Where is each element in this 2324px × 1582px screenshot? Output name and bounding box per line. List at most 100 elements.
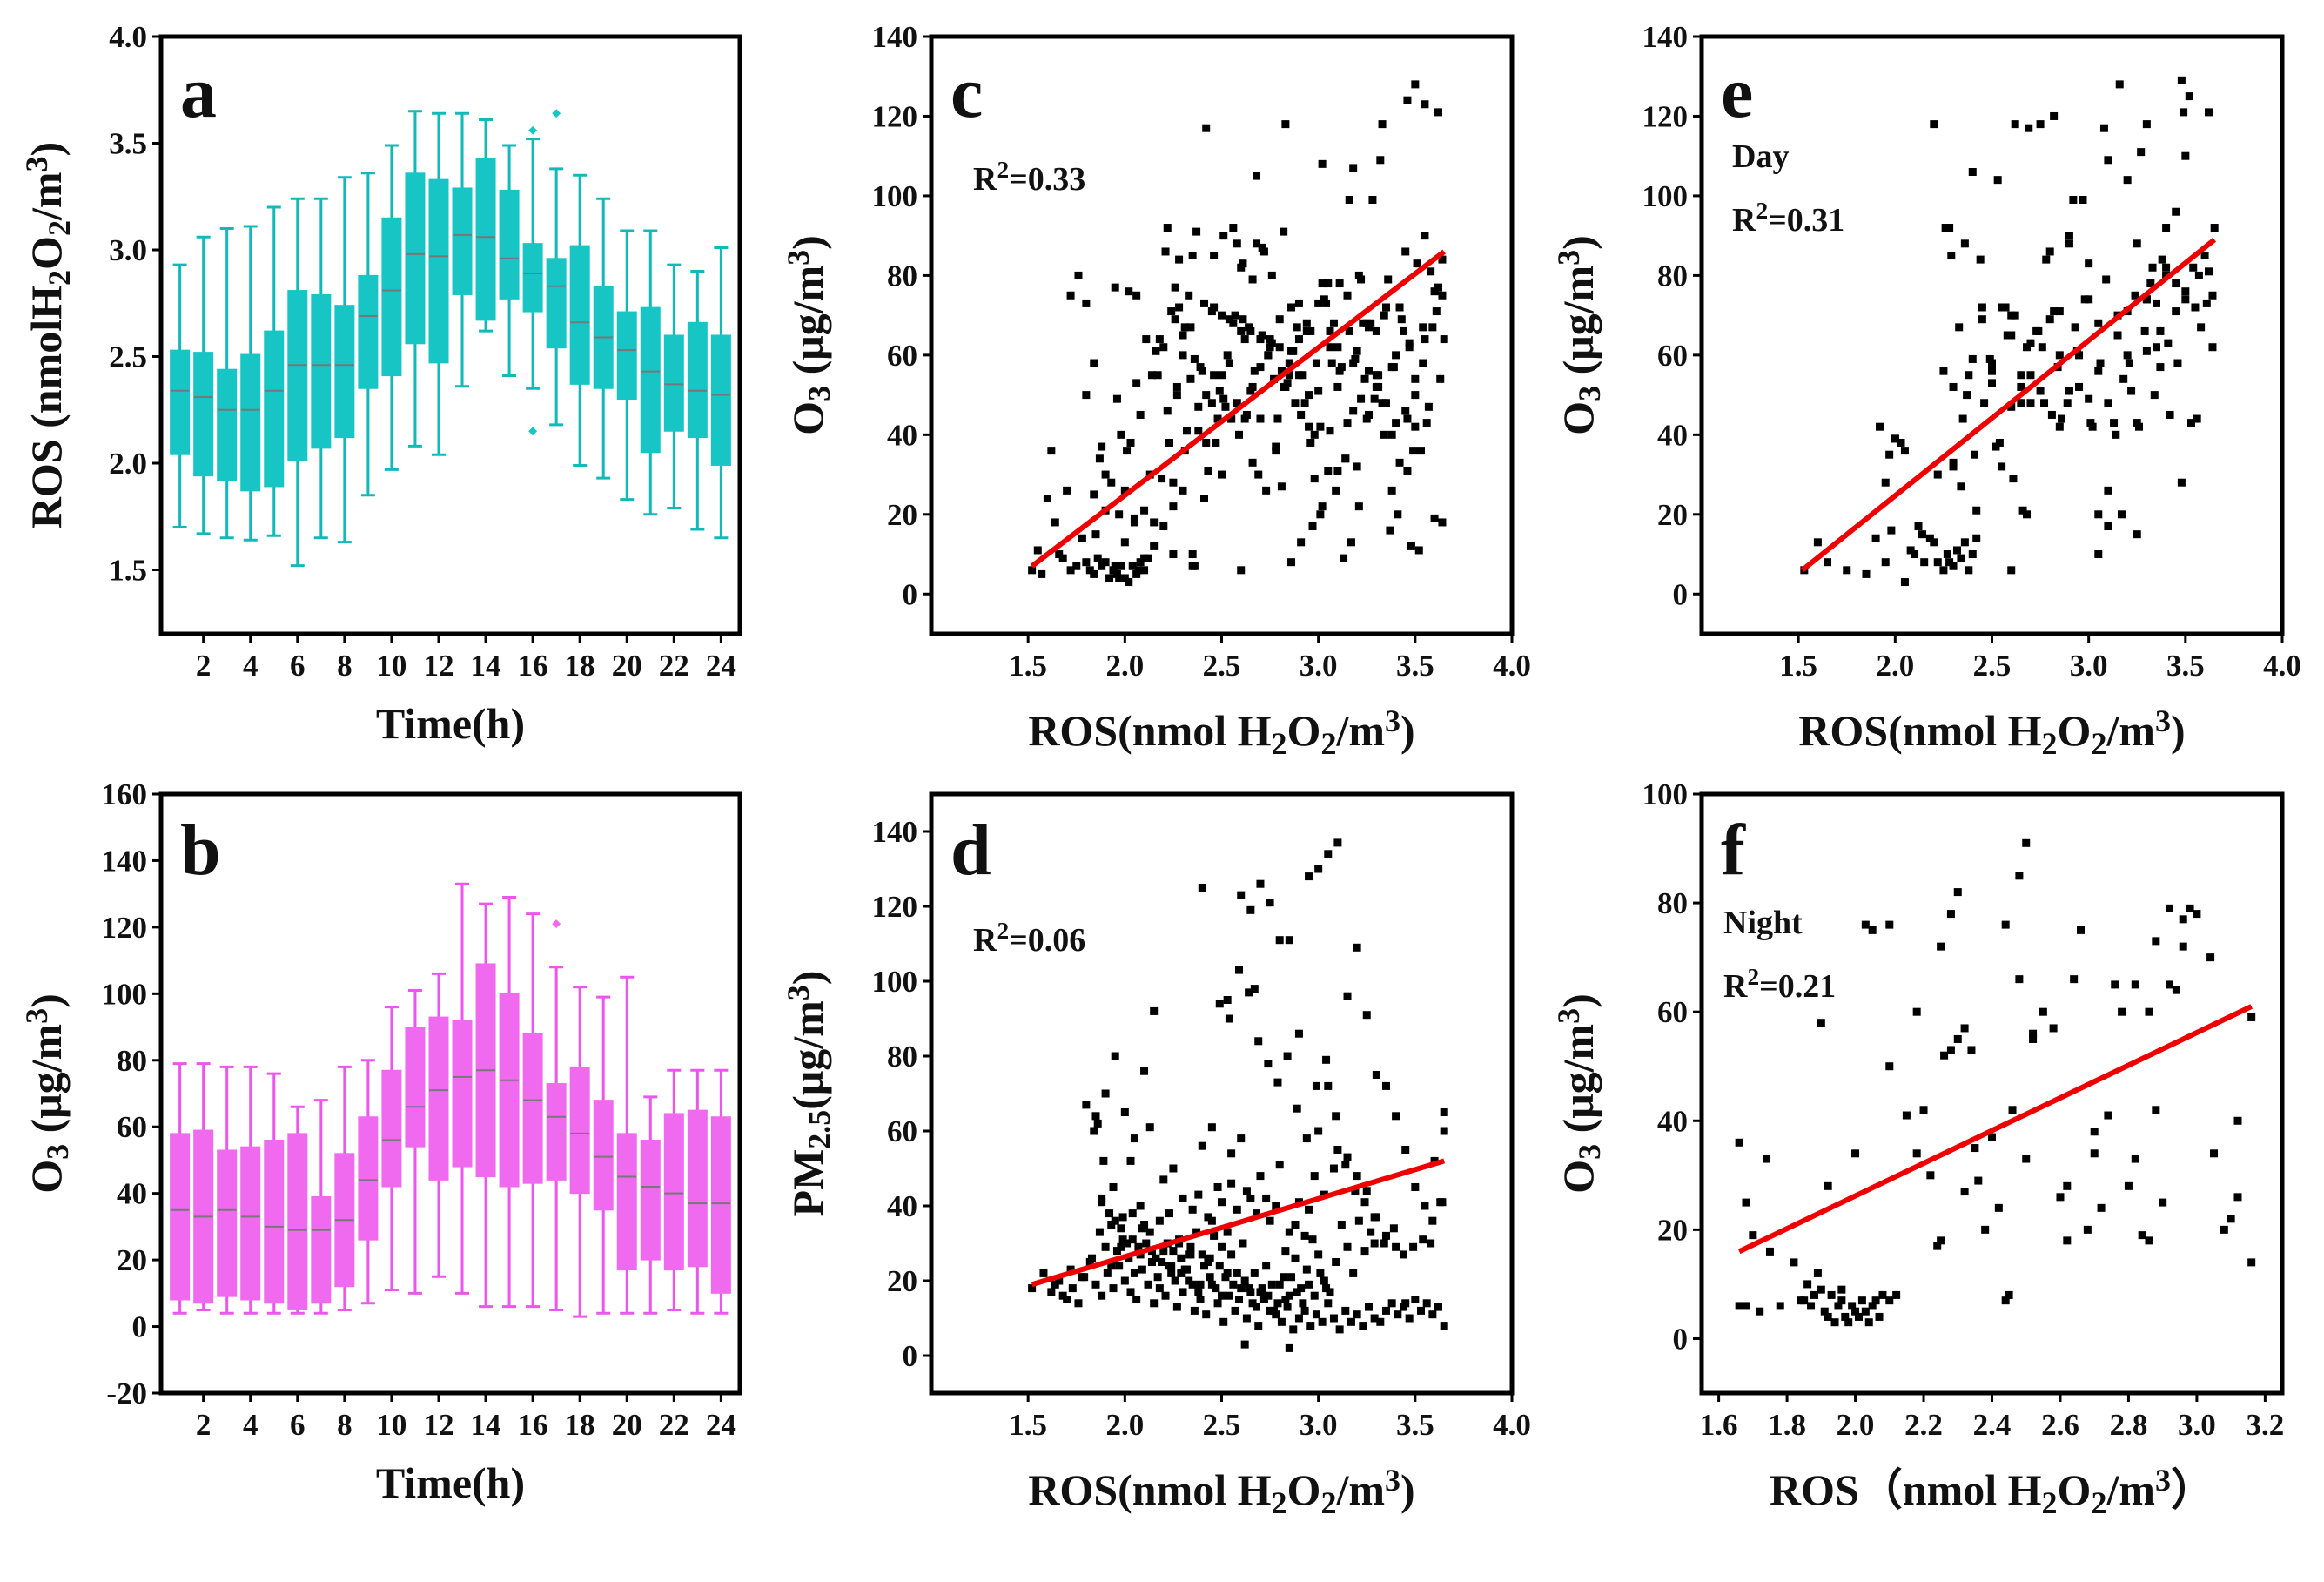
x-tick-label: 16: [518, 649, 548, 683]
x-tick-label: 2.0: [1876, 649, 1914, 683]
panel-label: d: [950, 810, 991, 891]
data-point: [1138, 1265, 1146, 1274]
data-point: [1918, 530, 1926, 539]
data-point: [1150, 1006, 1159, 1015]
data-point: [1958, 414, 1967, 423]
data-point: [1430, 287, 1439, 296]
x-tick-label: 3.0: [1300, 649, 1338, 683]
data-point: [2050, 111, 2059, 120]
data-point: [1397, 315, 1406, 324]
y-tick-label: 80: [1657, 886, 1688, 920]
y-tick-label: 3.0: [109, 233, 147, 267]
data-point: [2085, 295, 2093, 304]
data-point: [2146, 279, 2155, 288]
x-tick-label: 2.4: [1973, 1408, 2012, 1442]
data-point: [1427, 1239, 1435, 1248]
data-point: [1881, 558, 1890, 567]
data-point: [1314, 299, 1323, 307]
data-point: [2191, 303, 2200, 312]
data-point: [1343, 419, 1352, 427]
data-point: [1900, 578, 1909, 587]
x-tick-label: 4: [243, 649, 259, 683]
box: [710, 1116, 731, 1294]
data-point: [1198, 367, 1206, 375]
data-point: [1239, 1239, 1247, 1248]
data-point: [1332, 1112, 1340, 1121]
data-point: [1158, 475, 1166, 483]
data-point: [1215, 1000, 1224, 1008]
data-point: [2181, 295, 2190, 304]
data-point: [1993, 176, 2002, 185]
data-point: [2022, 1155, 2031, 1163]
data-point: [1194, 427, 1203, 435]
data-point: [1091, 1112, 1100, 1121]
data-point: [1357, 394, 1366, 403]
data-point: [1066, 566, 1075, 575]
data-point: [2123, 176, 2132, 185]
data-point: [1038, 569, 1046, 578]
data-point: [1120, 538, 1129, 547]
data-point: [1218, 371, 1226, 380]
data-point: [1302, 1265, 1311, 1274]
data-point: [2058, 414, 2066, 423]
plot-frame: [158, 34, 742, 636]
y-tick-label: 100: [872, 179, 918, 213]
data-point: [2123, 351, 2132, 360]
data-point: [1401, 247, 1410, 256]
x-tick-label: 20: [612, 649, 642, 683]
x-tick-label: 1.5: [1779, 649, 1817, 683]
data-point: [1992, 442, 2000, 451]
data-point: [1949, 458, 1958, 467]
data-point: [1256, 363, 1265, 372]
data-point: [1101, 558, 1110, 567]
box: [640, 306, 661, 454]
data-point: [1316, 422, 1325, 431]
x-tick-label: 20: [612, 1408, 642, 1442]
data-point: [1272, 442, 1280, 451]
data-point: [2104, 1111, 2112, 1120]
data-point: [1297, 410, 1306, 419]
data-point: [2233, 1116, 2242, 1125]
data-point: [1354, 271, 1363, 279]
data-point: [2166, 980, 2174, 989]
data-point: [1291, 1254, 1300, 1262]
data-point: [1256, 1172, 1265, 1181]
data-point: [1926, 1171, 1935, 1180]
data-point: [1246, 326, 1255, 335]
data-point: [2015, 872, 2024, 880]
data-point: [1322, 299, 1331, 307]
data-point: [2127, 387, 2136, 395]
data-point: [1190, 354, 1199, 363]
data-point: [1161, 1291, 1170, 1300]
box: [640, 1140, 661, 1261]
data-point: [1277, 367, 1286, 375]
data-point: [1988, 1133, 1996, 1141]
data-point: [1411, 374, 1420, 383]
data-point: [1293, 1104, 1301, 1113]
panel-c: 0 20 40 60 80 100 120 140 1.5 2.0 2.5 3.0 3.5 4.0 c ROS…: [781, 20, 1531, 761]
data-point: [1190, 562, 1199, 570]
data-point: [1250, 985, 1259, 993]
panel-label: c: [950, 52, 983, 133]
data-point: [1175, 255, 1184, 264]
data-point: [2055, 307, 2064, 316]
data-point: [1421, 100, 1429, 109]
data-point: [2094, 367, 2103, 375]
box: [405, 1027, 426, 1148]
data-point: [1223, 996, 1232, 1004]
data-point: [1132, 379, 1141, 387]
data-point: [1264, 1060, 1273, 1068]
x-tick-label: 2.5: [1203, 1408, 1241, 1442]
data-point: [1419, 359, 1427, 367]
data-point: [1411, 80, 1420, 89]
data-point: [1125, 287, 1133, 296]
data-point: [1246, 1194, 1255, 1202]
data-point: [1112, 394, 1121, 403]
data-point: [2227, 1215, 2235, 1223]
y-tick-label: 0: [903, 577, 918, 611]
data-point: [1196, 363, 1205, 372]
data-point: [1421, 1202, 1429, 1210]
data-point: [1275, 315, 1284, 324]
data-point: [1306, 1322, 1315, 1330]
x-tick-label: 22: [659, 649, 689, 683]
